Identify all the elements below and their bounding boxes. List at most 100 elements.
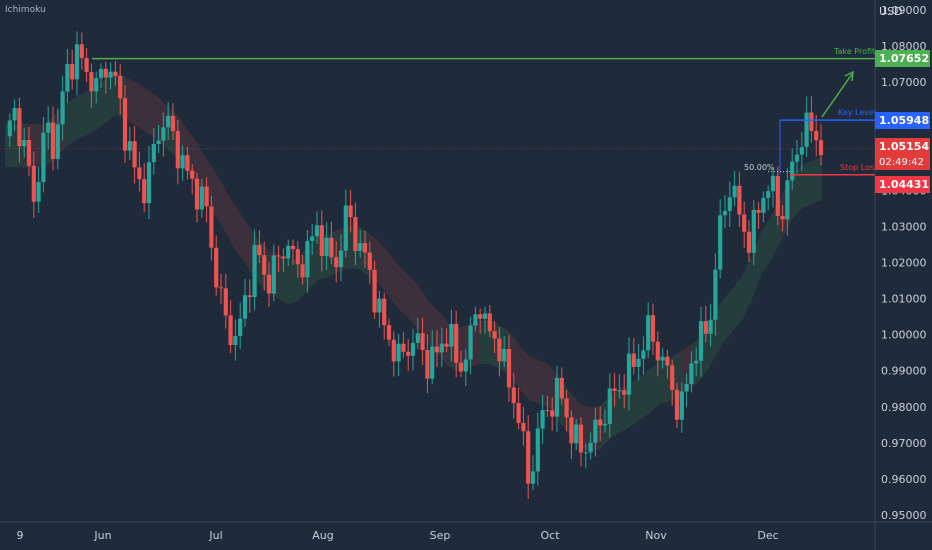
- cloud-segment: [146, 88, 157, 140]
- cloud-segment: [388, 252, 399, 309]
- candle-body: [554, 377, 560, 417]
- candle-body: [238, 318, 243, 336]
- candle-body: [444, 343, 449, 347]
- cloud-segment: [226, 191, 237, 253]
- price-tick-label: 1.01000: [881, 293, 927, 306]
- candle-body: [214, 247, 219, 288]
- candle-body: [334, 257, 339, 268]
- candle-body: [276, 255, 281, 257]
- cloud-segment: [418, 286, 429, 346]
- cloud-segment: [660, 357, 671, 404]
- candle-body: [290, 245, 296, 250]
- candle-body: [545, 410, 550, 412]
- candle-body: [271, 255, 276, 294]
- candle-body: [511, 387, 516, 404]
- candle-body: [641, 350, 646, 359]
- candle-body: [113, 71, 118, 76]
- price-tick-label: 1.09000: [881, 4, 927, 17]
- candle-body: [60, 91, 65, 125]
- cloud-segment: [428, 302, 439, 355]
- time-axis[interactable]: 9 Jun Jul Aug Sep Oct Nov Dec: [17, 529, 779, 542]
- candle-body: [458, 362, 464, 372]
- candle-body: [257, 244, 262, 256]
- candle-body: [338, 250, 344, 268]
- candle-body: [22, 139, 27, 147]
- time-tick-label: Dec: [757, 529, 778, 542]
- cloud-segment: [126, 77, 137, 126]
- candle-body: [463, 359, 468, 372]
- cloud-segment: [761, 215, 772, 275]
- currency-label[interactable]: USD: [879, 5, 903, 18]
- candle-body: [708, 319, 713, 334]
- candle-body: [751, 209, 756, 253]
- candle-body: [286, 245, 291, 259]
- candle-body: [487, 313, 492, 332]
- cloud-segment: [539, 360, 550, 409]
- candle-body: [818, 140, 824, 156]
- candle-body: [742, 214, 747, 232]
- candle-body: [170, 115, 176, 132]
- candle-body: [737, 185, 742, 215]
- candle-body: [756, 209, 761, 213]
- candle-body: [103, 68, 108, 78]
- candle-body: [382, 298, 387, 326]
- stop-loss-price-tag[interactable]: 1.04431: [875, 176, 930, 194]
- cloud-segment: [680, 344, 691, 395]
- candle-body: [790, 161, 795, 181]
- price-tick-label: 1.03000: [881, 220, 927, 233]
- bar-countdown: 02:49:42: [875, 154, 930, 170]
- cloud-segment: [408, 274, 419, 330]
- indicator-label[interactable]: Ichimoku: [5, 5, 46, 15]
- fib-50-label: 50.00%: [744, 162, 775, 172]
- take-profit-price-tag[interactable]: 1.07652: [875, 50, 930, 68]
- candle-body: [12, 108, 17, 121]
- time-tick-label: Jul: [208, 529, 222, 542]
- candle-body: [26, 139, 32, 166]
- candle-body: [530, 471, 536, 484]
- candle-body: [430, 346, 435, 379]
- candle-body: [266, 274, 272, 294]
- candlestick-series: [7, 31, 824, 499]
- candle-body: [132, 141, 137, 168]
- cloud-segment: [105, 71, 116, 123]
- candle-body: [353, 217, 358, 251]
- candle-body: [631, 353, 636, 367]
- cloud-segment: [307, 237, 318, 291]
- candle-body: [473, 314, 478, 326]
- cloud-segment: [438, 311, 449, 367]
- candle-body: [41, 132, 46, 182]
- candle-body: [766, 191, 771, 198]
- candle-body: [166, 115, 171, 128]
- candle-body: [175, 131, 180, 169]
- candle-body: [809, 112, 814, 131]
- candle-body: [521, 423, 526, 432]
- time-tick-label: Jun: [93, 529, 111, 542]
- candle-body: [617, 390, 622, 392]
- candle-body: [746, 231, 752, 253]
- level-lines: [0, 57, 875, 176]
- candle-body: [209, 206, 214, 248]
- candle-body: [694, 360, 699, 364]
- candle-body: [247, 295, 252, 298]
- current-price-tag[interactable]: 1.05154: [875, 138, 930, 156]
- candle-body: [578, 424, 584, 453]
- candle-body: [108, 71, 113, 78]
- cloud-segment: [75, 92, 86, 141]
- candle-body: [122, 98, 128, 151]
- candle-body: [602, 423, 608, 426]
- candle-body: [262, 255, 267, 275]
- candle-body: [7, 120, 12, 137]
- key-level-price-tag[interactable]: 1.05948: [875, 111, 930, 129]
- candle-body: [650, 315, 656, 342]
- candle-body: [31, 165, 36, 202]
- cloud-segment: [731, 277, 742, 334]
- candle-body: [242, 295, 248, 319]
- key-level-label: Key Level: [838, 108, 877, 118]
- cloud-segment: [620, 383, 631, 433]
- candle-body: [727, 197, 732, 212]
- price-tick-label: 1.08000: [881, 40, 927, 53]
- candle-body: [540, 410, 545, 429]
- price-axis[interactable]: 1.090001.080001.070001.060001.050001.040…: [881, 4, 927, 522]
- candle-body: [118, 75, 123, 99]
